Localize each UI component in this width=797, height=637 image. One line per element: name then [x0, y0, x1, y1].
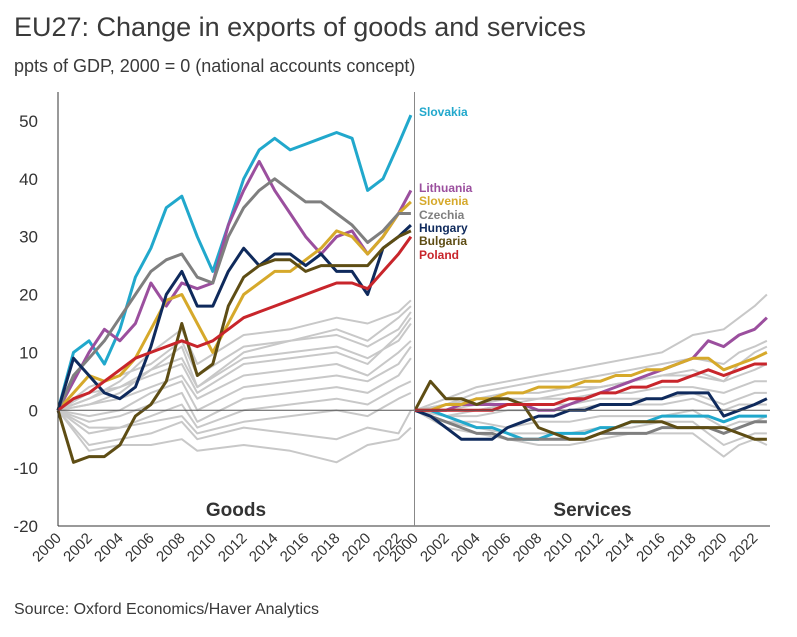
x-tick-label-services-2014: 2014 [602, 530, 638, 566]
series-labels: Slovakia LithuaniaSloveniaCzechiaHungaryB… [419, 105, 473, 262]
other-line-goods-6 [57, 391, 412, 435]
other-line-goods-3 [57, 346, 412, 418]
chart-title: EU27: Change in exports of goods and ser… [14, 12, 586, 42]
y-tick-label-10: 10 [19, 343, 38, 362]
x-tick-label-services-2008: 2008 [510, 530, 546, 566]
series-line-bulgaria-goods [56, 229, 412, 464]
series-line-slovenia-services [415, 351, 768, 412]
y-tick-label-40: 40 [19, 170, 38, 189]
series-line-slovakia-services [415, 408, 767, 441]
x-tick-label-goods-2018: 2018 [308, 530, 344, 566]
series-line-poland-goods [57, 235, 413, 412]
x-tick-label-services-2016: 2016 [633, 530, 669, 566]
x-tick-label-services-2010: 2010 [541, 530, 577, 566]
x-tick-label-services-2006: 2006 [479, 530, 515, 566]
other-line-goods-11 [57, 322, 412, 412]
series-line-slovakia-goods [56, 114, 413, 411]
series-label-slovakia: Slovakia [419, 105, 468, 119]
x-tick-label-goods-2014: 2014 [246, 530, 282, 566]
series-line-hungary-services [414, 391, 768, 441]
axes: 2000200220042006200820102012201420162018… [13, 92, 770, 565]
panel-label-goods: Goods [206, 500, 266, 521]
x-tick-label-goods-2006: 2006 [122, 530, 158, 566]
x-tick-label-goods-2020: 2020 [339, 530, 375, 566]
x-tick-label-goods-2004: 2004 [91, 530, 127, 566]
series-line-lithuania-goods [56, 159, 413, 412]
x-tick-label-services-2018: 2018 [664, 530, 700, 566]
x-tick-label-goods-2012: 2012 [215, 530, 251, 566]
x-tick-label-services-2012: 2012 [571, 530, 607, 566]
series-line-hungary-goods [56, 224, 412, 411]
y-tick-label-0: 0 [29, 401, 38, 420]
series-line-czechia-goods [56, 177, 411, 411]
x-tick-label-services-2020: 2020 [695, 530, 731, 566]
series-label-bulgaria: Bulgaria [419, 234, 467, 248]
x-tick-label-services-2022: 2022 [726, 530, 762, 566]
x-tick-label-services-2004: 2004 [448, 530, 484, 566]
other-line-goods-9 [57, 305, 412, 412]
y-tick-label--10: -10 [13, 459, 38, 478]
x-tick-label-goods-2016: 2016 [277, 530, 313, 566]
series-line-bulgaria-services [413, 379, 767, 441]
other-line-services-0 [414, 293, 768, 412]
y-tick-label-20: 20 [19, 286, 38, 305]
y-tick-label--20: -20 [13, 517, 38, 536]
other-line-services-1 [414, 339, 768, 412]
y-tick-label-50: 50 [19, 112, 38, 131]
x-tick-label-goods-2010: 2010 [184, 530, 220, 566]
series-line-slovenia-goods [56, 200, 412, 412]
x-tick-label-goods-2008: 2008 [153, 530, 189, 566]
other-countries-lines [57, 293, 768, 464]
other-line-services-6 [414, 409, 768, 429]
other-line-goods-7 [57, 409, 412, 446]
panel-label-services: Services [553, 500, 631, 521]
other-line-goods-8 [57, 409, 412, 464]
series-label-slovenia: Slovenia [419, 194, 469, 208]
series-label-czechia: Czechia [419, 208, 465, 222]
chart-subtitle: ppts of GDP, 2000 = 0 (national accounts… [14, 56, 416, 76]
other-line-goods-2 [57, 340, 412, 412]
source-note: Source: Oxford Economics/Haver Analytics [14, 601, 320, 618]
x-tick-label-goods-2002: 2002 [60, 530, 96, 566]
series-label-poland: Poland [419, 248, 459, 262]
other-line-goods-0 [57, 299, 412, 412]
series-label-hungary: Hungary [419, 221, 468, 235]
y-tick-label-30: 30 [19, 228, 38, 247]
series-label-lithuania: Lithuania [419, 181, 473, 195]
x-tick-label-services-2002: 2002 [417, 530, 453, 566]
